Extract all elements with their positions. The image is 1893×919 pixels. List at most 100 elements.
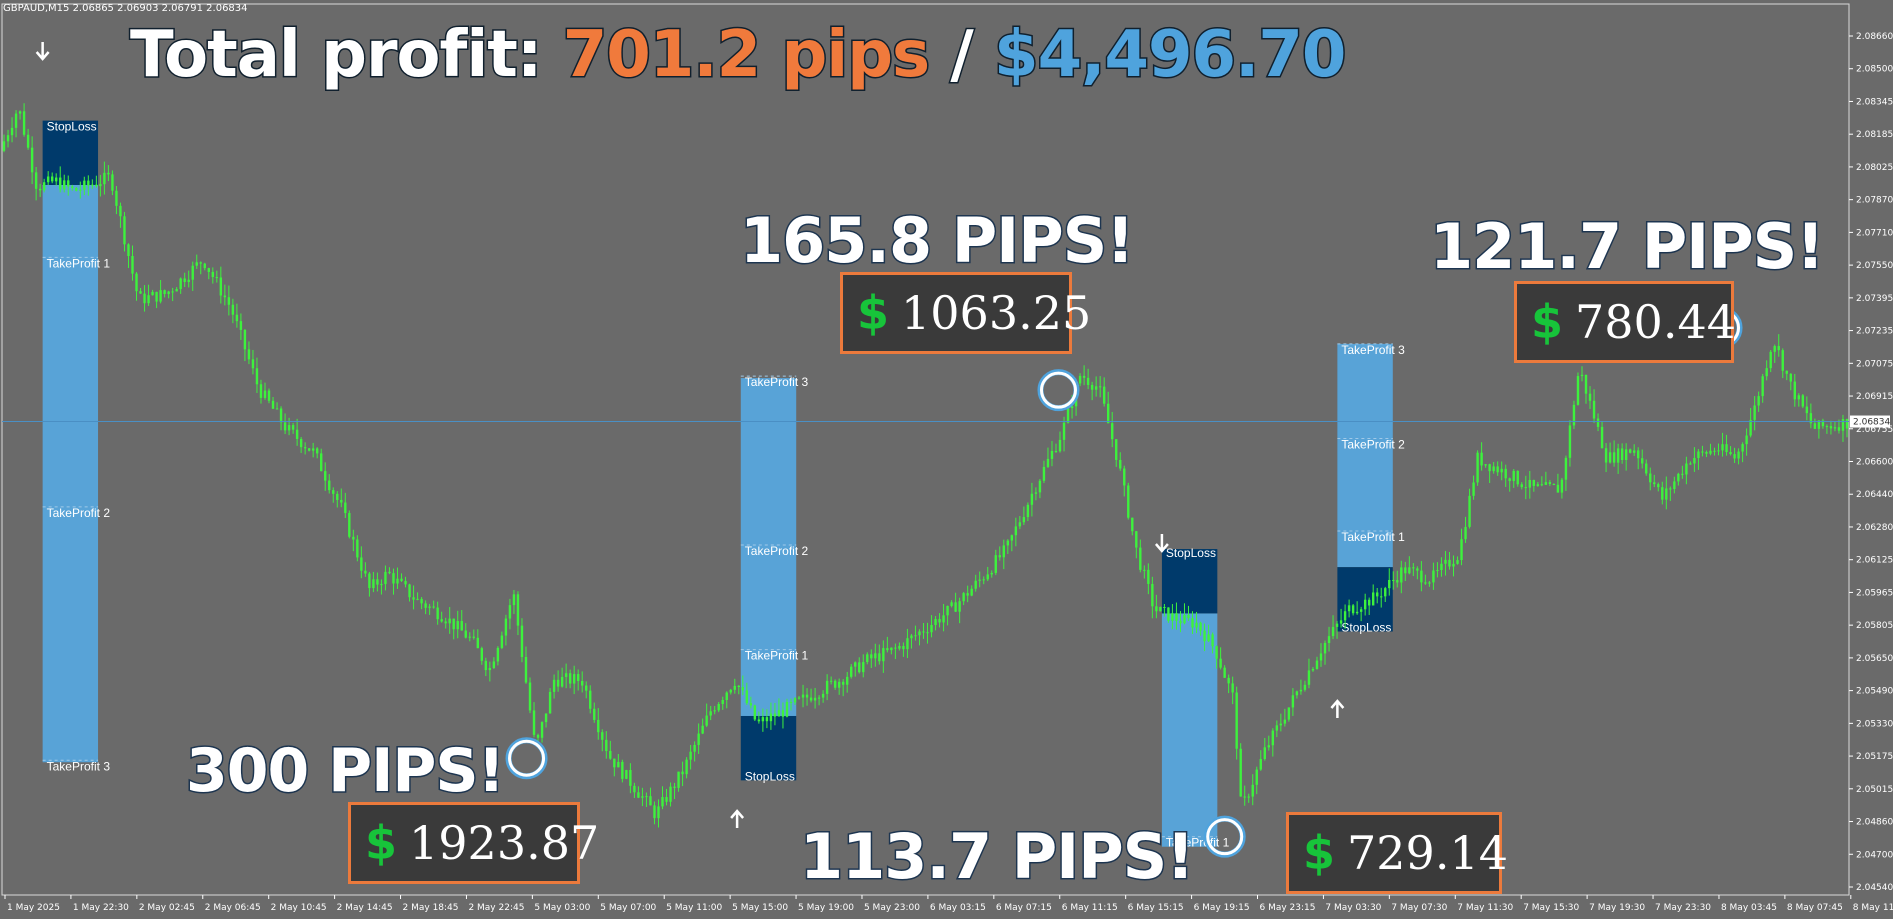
candle-body [1179,620,1182,624]
candle-body [291,425,295,430]
candle-body [693,744,696,752]
candle-body [1111,423,1114,440]
candle-body [1380,596,1383,598]
candle-body [1323,643,1327,654]
takeprofit-zone [1161,613,1218,847]
x-tick-label: 7 May 03:30 [1325,903,1381,913]
candle-body [1821,420,1825,427]
callout-money-2: 1063.25 [901,286,1092,340]
x-tick-label: 5 May 03:00 [534,903,590,913]
candle-body [825,680,829,694]
candle-body [107,172,110,175]
candle-body [1520,484,1523,488]
candle-body [1805,406,1809,414]
candle-body [1115,439,1118,460]
y-tick-label: 2.08660 [1856,32,1893,42]
candle-body [520,625,524,657]
candle-body [1612,452,1616,463]
candle-body [1709,450,1712,454]
candle-body [1793,381,1796,400]
candle-body [159,290,162,302]
candle-body [448,618,451,624]
candle-body [75,187,78,191]
candle-body [532,710,536,735]
candle-body [1741,444,1744,452]
candle-body [709,711,712,716]
candle-body [71,186,74,188]
candle-body [1757,396,1760,406]
candle-body [833,680,837,688]
candle-body [472,636,475,638]
candle-body [1018,522,1022,527]
candle-body [524,656,528,683]
candle-body [1809,413,1813,424]
candle-body [352,536,355,540]
candle-body [954,602,957,612]
candle-body [621,761,624,779]
candle-body [773,713,777,717]
candle-body [761,717,765,722]
candle-body [1215,646,1218,659]
exit-circle-icon [1206,818,1244,856]
candle-body [1552,484,1556,486]
candle-body [781,710,785,717]
candle-body [1090,384,1094,390]
y-tick-label: 2.07870 [1856,196,1893,206]
candle-body [982,579,985,581]
candle-body [1038,480,1042,493]
candle-body [34,172,38,189]
candle-body [1616,448,1620,463]
candle-body [468,636,471,638]
candle-body [585,685,588,691]
candle-body [500,635,504,648]
candle-body [974,580,977,589]
candle-body [151,291,154,296]
candle-body [87,180,90,186]
candle-body [1046,458,1050,467]
candle-body [1299,689,1303,692]
candle-body [1211,634,1214,647]
zone-label: TakeProfit 2 [745,544,809,558]
candle-body [1749,419,1752,436]
candle-body [1624,449,1628,461]
candle-body [1376,592,1379,597]
candle-body [564,673,568,677]
candle-body [1199,622,1202,631]
zone-label: TakeProfit 3 [47,759,111,773]
candle-body [456,621,459,630]
takeprofit-zone [1337,343,1393,568]
candle-body [311,448,315,451]
x-tick-label: 8 May 07:45 [1787,903,1843,913]
candle-body [1729,452,1732,455]
candle-body [1014,526,1018,536]
y-tick-label: 2.04700 [1856,850,1893,860]
candle-body [1825,426,1829,428]
candle-body [328,480,331,491]
x-tick-label: 1 May 22:30 [73,903,129,913]
candle-body [998,555,1001,558]
candle-body [1147,569,1150,584]
plot-frame [1,3,1850,896]
candle-body [1753,405,1756,420]
candle-body [1837,427,1841,431]
candle-body [1536,484,1540,486]
candle-body [741,687,745,691]
candle-body [123,216,126,245]
candle-body [1532,479,1536,486]
candle-body [492,661,496,668]
sell-arrow-icon [1154,534,1169,553]
candle-body [1171,613,1174,621]
candle-body [432,606,435,608]
candle-body [26,134,30,148]
candle-body [1516,470,1519,485]
candle-body [1568,425,1572,458]
candle-body [1456,560,1459,564]
candle-body [372,579,375,589]
candle-body [713,710,716,712]
candle-body [1548,482,1552,485]
zone-label: TakeProfit 1 [1166,836,1230,850]
candle-body [1404,567,1407,574]
candle-body [436,607,439,620]
candle-body [1235,692,1238,749]
candle-body [171,291,174,293]
